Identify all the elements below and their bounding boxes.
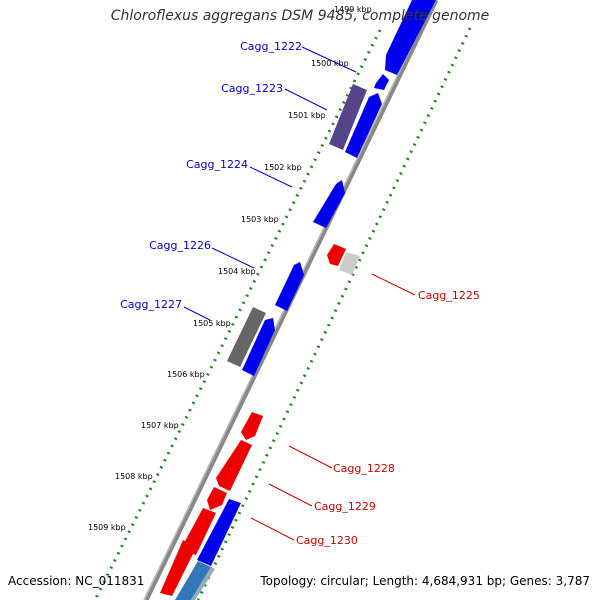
gene-arrow-plus[interactable] [191,567,215,600]
gene-label-minus[interactable]: Cagg_1230 [296,534,358,547]
gene-arrow-minus[interactable] [183,508,216,555]
gene-arrow-minus[interactable] [241,412,263,440]
minus-leader-lines [250,273,416,541]
gene-arrow-minus[interactable] [207,487,227,510]
gene-label-minus[interactable]: Cagg_1229 [314,500,376,513]
kbp-label: 1506 kbp [167,370,205,379]
gene-label-minus[interactable]: Cagg_1228 [333,462,395,475]
kbp-label: 1501 kbp [288,111,326,120]
topology-label: Topology: circular; Length: 4,684,931 bp… [260,574,590,588]
plus-leader-lines [183,46,357,321]
left-ruler [93,29,382,600]
gene-arrow-plus[interactable] [275,262,304,311]
right-ruler [196,27,472,600]
gene-arrow-plus[interactable] [374,74,389,90]
kbp-label: 1500 kbp [311,59,349,68]
gene-label-plus[interactable]: Cagg_1224 [186,158,248,171]
gene-label-plus[interactable]: Cagg_1222 [240,40,302,53]
gene-label-plus[interactable]: Cagg_1226 [149,239,211,252]
gene-label-plus[interactable]: Cagg_1227 [120,298,182,311]
gene-arrow-plus[interactable] [197,499,241,566]
gene-arrow-plus[interactable] [313,180,345,228]
gene-arrow-plus[interactable] [345,93,382,158]
gene-box-dark[interactable] [329,84,367,150]
gene-arrow-plus[interactable] [242,318,275,376]
kbp-label: 1509 kbp [88,523,126,532]
kbp-label: 1504 kbp [218,267,256,276]
gene-arrow-plus[interactable] [385,0,436,75]
gene-arrow-minus[interactable] [327,244,346,266]
kbp-label: 1499 kbp [334,5,372,14]
gene-arrow-minus[interactable] [216,440,252,491]
gene-box-light[interactable] [339,252,360,275]
gene-box-gray[interactable] [227,307,266,367]
gene-label-plus[interactable]: Cagg_1223 [221,82,283,95]
kbp-label: 1503 kbp [241,215,279,224]
gene-arrow-minus[interactable] [160,540,197,596]
gene-arrow-plus[interactable] [175,561,211,600]
kbp-label: 1507 kbp [141,421,179,430]
gene-label-minus[interactable]: Cagg_1225 [418,289,480,302]
minus-strand-genes [160,244,360,596]
plus-strand-genes [175,0,436,600]
kbp-label: 1505 kbp [193,319,231,328]
accession-label: Accession: NC_011831 [8,574,145,588]
kbp-label: 1508 kbp [115,472,153,481]
kbp-label: 1502 kbp [264,163,302,172]
genome-title: Chloroflexus aggregans DSM 9485, complet… [110,8,490,24]
